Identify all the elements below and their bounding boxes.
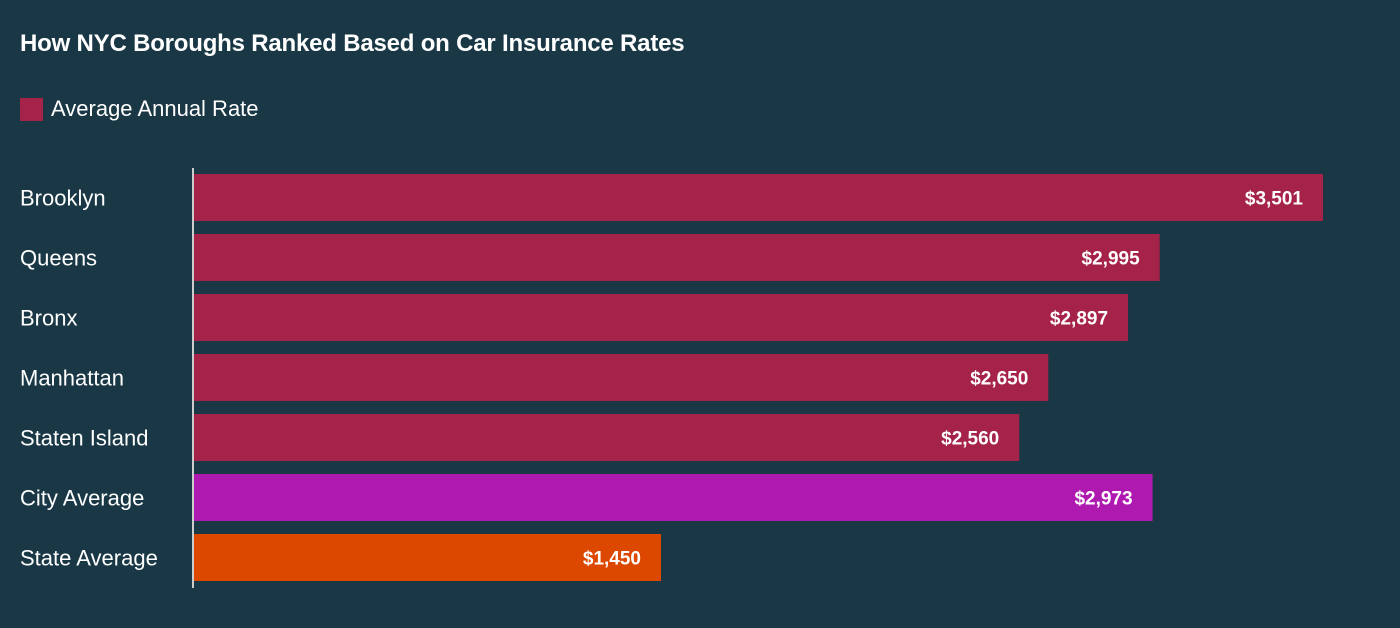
value-label: $3,501	[1245, 189, 1304, 210]
category-label: State Average	[20, 546, 158, 571]
bar-state-average	[193, 534, 662, 581]
category-label: Bronx	[20, 306, 77, 331]
value-label: $2,650	[970, 369, 1028, 390]
value-label: $2,560	[941, 429, 999, 450]
legend: Average Annual Rate	[20, 96, 259, 122]
category-label: Manhattan	[20, 366, 124, 391]
category-label: City Average	[20, 486, 144, 511]
bar-staten-island	[193, 414, 1020, 461]
bar-queens	[193, 234, 1160, 281]
bar-brooklyn	[193, 174, 1323, 221]
category-label: Brooklyn	[20, 186, 106, 211]
value-label: $2,897	[1050, 309, 1108, 330]
bar-city-average	[193, 474, 1153, 521]
bar-manhattan	[193, 354, 1049, 401]
legend-label: Average Annual Rate	[51, 96, 259, 121]
legend-swatch	[20, 97, 43, 121]
bar-bronx	[193, 294, 1129, 341]
category-label: Staten Island	[20, 426, 148, 451]
value-label: $2,973	[1074, 489, 1132, 510]
value-label: $2,995	[1082, 249, 1141, 270]
value-label: $1,450	[583, 549, 641, 570]
chart-title: How NYC Boroughs Ranked Based on Car Ins…	[20, 30, 685, 57]
category-label: Queens	[20, 246, 97, 271]
